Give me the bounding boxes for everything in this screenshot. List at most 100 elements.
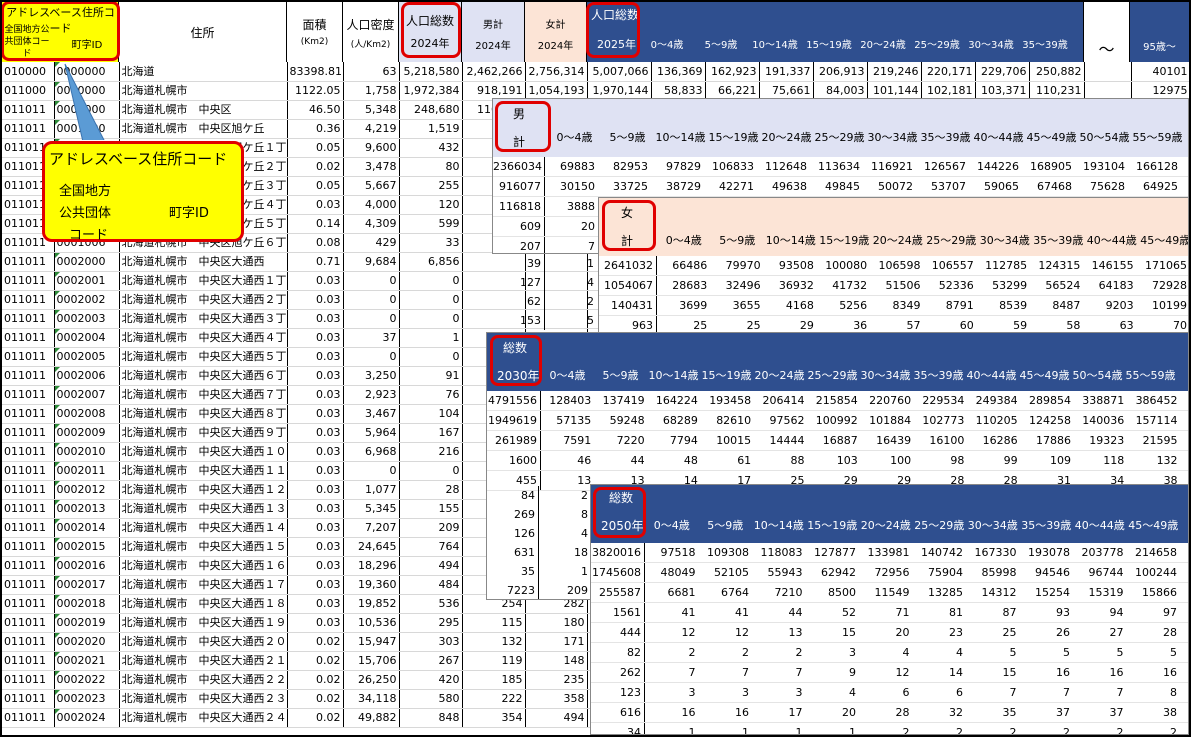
value-cell[interactable]: 219,246 xyxy=(867,62,922,82)
panel-cell[interactable]: 140431 xyxy=(599,296,657,315)
panel-cell[interactable]: 132 xyxy=(1156,454,1178,467)
panel-cell[interactable]: 249384 xyxy=(975,394,1018,407)
value-cell[interactable]: 0.03 xyxy=(287,537,344,557)
panel-cell[interactable]: 4168 xyxy=(785,299,814,312)
lgcode-cell[interactable]: 011011 xyxy=(2,119,55,139)
address-cell[interactable]: 北海道札幌市 中央区旭ケ丘 xyxy=(119,119,288,139)
machiaza-cell[interactable]: 0002008 xyxy=(54,404,120,424)
value-cell[interactable]: 358 xyxy=(525,689,588,709)
panel-cell[interactable]: 34 xyxy=(1110,474,1125,487)
address-cell[interactable]: 北海道札幌市 中央区大通西２１丁目 xyxy=(119,651,288,671)
value-cell[interactable] xyxy=(462,271,526,291)
machiaza-cell[interactable]: 0002007 xyxy=(54,385,120,405)
address-cell[interactable]: 北海道札幌市 中央区大通西２０丁目 xyxy=(119,632,288,652)
value-cell[interactable] xyxy=(462,290,526,310)
value-cell[interactable]: 49,882 xyxy=(343,708,400,728)
machiaza-cell[interactable]: 0002022 xyxy=(54,670,120,690)
value-cell[interactable]: 1,077 xyxy=(343,480,400,500)
value-cell[interactable]: 0.03 xyxy=(287,423,344,443)
panel-cell[interactable]: 118 xyxy=(1103,454,1125,467)
panel-cell[interactable]: 96744 xyxy=(1088,566,1124,579)
panel-cell[interactable]: 32 xyxy=(949,706,963,719)
machiaza-cell[interactable]: 0002013 xyxy=(54,499,120,519)
machiaza-cell[interactable]: 0002000 xyxy=(54,252,120,272)
panel-cell[interactable]: 7 xyxy=(795,666,803,679)
panel-cell[interactable]: 203778 xyxy=(1081,546,1124,559)
panel-cell[interactable]: 50072 xyxy=(878,180,913,193)
panel-cell[interactable]: 38 xyxy=(1163,474,1178,487)
value-cell[interactable] xyxy=(525,290,588,310)
value-cell[interactable]: 24,645 xyxy=(343,537,400,557)
value-cell[interactable]: 28 xyxy=(399,480,463,500)
panel-cell[interactable]: 16286 xyxy=(982,434,1018,447)
panel-cell[interactable]: 164224 xyxy=(655,394,698,407)
lgcode-cell[interactable]: 011011 xyxy=(2,575,55,595)
strip-cell[interactable]: 7223 xyxy=(487,581,539,599)
value-cell[interactable]: 2,923 xyxy=(343,385,400,405)
value-cell[interactable]: 354 xyxy=(462,708,526,728)
panel-cell[interactable]: 17 xyxy=(737,474,752,487)
panel-cell[interactable]: 98 xyxy=(950,454,965,467)
panel-cell[interactable]: 36932 xyxy=(778,279,814,292)
address-cell[interactable]: 北海道札幌市 中央区大通西４丁目 xyxy=(119,328,288,348)
strip-cell[interactable]: 84 xyxy=(487,486,539,505)
panel-cell[interactable]: 16 xyxy=(1109,666,1124,679)
panel-cell[interactable]: 7 xyxy=(1063,686,1070,699)
address-cell[interactable]: 北海道札幌市 中央区大通西８丁目 xyxy=(119,404,288,424)
value-cell[interactable]: 0.03 xyxy=(287,271,344,291)
address-cell[interactable]: 北海道札幌市 中央区大通西１０丁目 xyxy=(119,442,288,462)
panel-cell[interactable]: 37 xyxy=(1056,706,1070,719)
panel-cell[interactable]: 110205 xyxy=(975,414,1018,427)
value-cell[interactable]: 0 xyxy=(399,347,463,367)
panel-cell[interactable]: 20 xyxy=(895,626,910,639)
panel-cell[interactable]: 4791556 xyxy=(487,391,541,410)
machiaza-cell[interactable]: 0002011 xyxy=(54,461,120,481)
strip-cell[interactable]: 269 xyxy=(487,505,539,524)
machiaza-cell[interactable]: 0002024 xyxy=(54,708,120,728)
panel-cell[interactable]: 128403 xyxy=(549,394,592,407)
panel-cell[interactable]: 3 xyxy=(688,686,696,699)
panel-cell[interactable]: 79970 xyxy=(725,259,761,272)
panel-cell[interactable]: 97 xyxy=(1163,606,1177,619)
value-cell[interactable]: 0.05 xyxy=(287,138,344,158)
value-cell[interactable]: 162,923 xyxy=(705,62,760,82)
panel-cell[interactable]: 2 xyxy=(1009,726,1017,735)
strip-cell[interactable]: 5 xyxy=(587,314,594,327)
value-cell[interactable]: 185 xyxy=(462,670,526,690)
panel-cell[interactable]: 171065 xyxy=(1144,259,1187,272)
panel-cell[interactable]: 7 xyxy=(588,240,595,253)
value-cell[interactable]: 76 xyxy=(399,385,463,405)
panel-cell[interactable]: 100244 xyxy=(1135,566,1177,579)
value-cell[interactable]: 19,852 xyxy=(343,594,400,614)
value-cell[interactable]: 222 xyxy=(462,689,526,709)
panel-cell[interactable]: 25 xyxy=(693,319,708,332)
value-cell[interactable]: 0.03 xyxy=(287,442,344,462)
panel-cell[interactable]: 53299 xyxy=(992,279,1028,292)
machiaza-cell[interactable]: 0002016 xyxy=(54,556,120,576)
value-cell[interactable] xyxy=(525,252,588,272)
panel-cell[interactable]: 2 xyxy=(1170,726,1177,735)
value-cell[interactable]: 5,345 xyxy=(343,499,400,519)
panel-cell[interactable]: 3888 xyxy=(567,200,595,213)
panel-cell[interactable]: 12 xyxy=(735,626,749,639)
value-cell[interactable]: 229,706 xyxy=(975,62,1030,82)
panel-cell[interactable]: 71 xyxy=(895,606,910,619)
value-cell[interactable]: 209 xyxy=(399,518,463,538)
panel-cell[interactable]: 6764 xyxy=(721,586,749,599)
value-cell[interactable]: 191,337 xyxy=(759,62,814,82)
panel-cell[interactable]: 82953 xyxy=(613,160,648,173)
panel-cell[interactable]: 16 xyxy=(681,706,696,719)
machiaza-cell[interactable]: 0002003 xyxy=(54,309,120,329)
panel-cell[interactable]: 193104 xyxy=(1083,160,1125,173)
panel-cell[interactable]: 157114 xyxy=(1135,414,1178,427)
panel-cell[interactable]: 102773 xyxy=(922,414,965,427)
machiaza-cell[interactable]: 0002021 xyxy=(54,651,120,671)
panel-cell[interactable]: 85998 xyxy=(981,566,1017,579)
panel-cell[interactable]: 29 xyxy=(897,474,912,487)
panel-cell[interactable]: 99 xyxy=(1003,454,1018,467)
address-cell[interactable]: 北海道札幌市 中央区大通西１５丁目 xyxy=(119,537,288,557)
panel-cell[interactable]: 5 xyxy=(1063,646,1070,659)
panel-cell[interactable]: 15 xyxy=(842,626,856,639)
panel-cell[interactable]: 81 xyxy=(949,606,963,619)
value-cell[interactable]: 0.03 xyxy=(287,518,344,538)
